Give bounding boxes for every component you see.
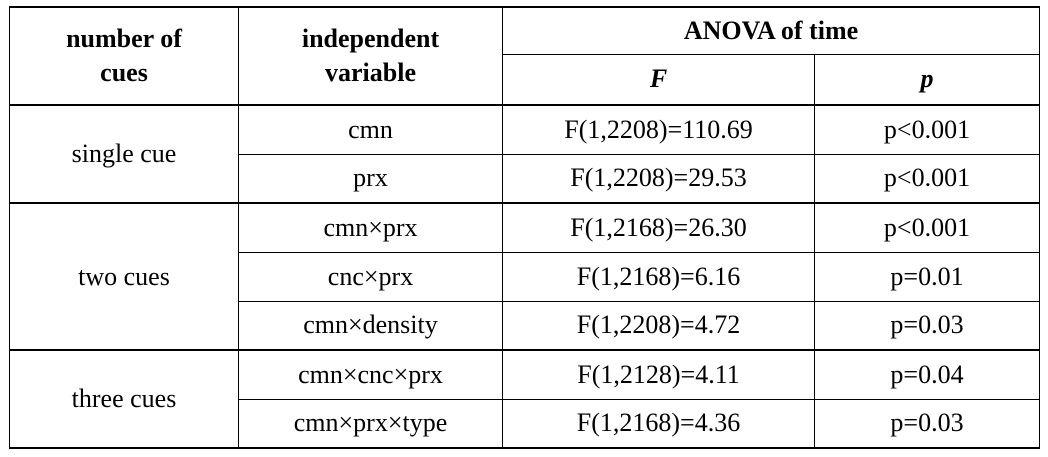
row-f-value: F(1,2208)=4.72 <box>502 301 815 351</box>
row-variable: cmn×cnc×prx <box>238 350 503 400</box>
row-variable: cmn×prx <box>238 203 503 253</box>
row-p-value: p=0.03 <box>814 301 1040 351</box>
group-label-two-cues: two cues <box>9 203 239 351</box>
anova-table: number of cues independent variable ANOV… <box>9 6 1040 449</box>
header-anova-of-time: ANOVA of time <box>502 6 1040 55</box>
row-f-value: F(1,2168)=26.30 <box>502 203 815 253</box>
header-independent-variable: independent variable <box>238 6 503 106</box>
row-p-value: p<0.001 <box>814 105 1040 155</box>
row-p-value: p<0.001 <box>814 203 1040 253</box>
row-p-value: p=0.03 <box>814 399 1040 449</box>
row-f-value: F(1,2208)=110.69 <box>502 105 815 155</box>
row-p-value: p=0.01 <box>814 252 1040 302</box>
row-variable: cmn×density <box>238 301 503 351</box>
row-f-value: F(1,2208)=29.53 <box>502 154 815 204</box>
header-f: F <box>502 54 815 106</box>
header-number-of-cues: number of cues <box>9 6 239 106</box>
row-variable: cmn×prx×type <box>238 399 503 449</box>
row-f-value: F(1,2168)=4.36 <box>502 399 815 449</box>
row-variable: cmn <box>238 105 503 155</box>
row-p-value: p=0.04 <box>814 350 1040 400</box>
header-p: p <box>814 54 1040 106</box>
row-f-value: F(1,2168)=6.16 <box>502 252 815 302</box>
row-variable: prx <box>238 154 503 204</box>
group-label-single-cue: single cue <box>9 105 239 204</box>
group-label-three-cues: three cues <box>9 350 239 449</box>
row-p-value: p<0.001 <box>814 154 1040 204</box>
row-variable: cnc×prx <box>238 252 503 302</box>
row-f-value: F(1,2128)=4.11 <box>502 350 815 400</box>
